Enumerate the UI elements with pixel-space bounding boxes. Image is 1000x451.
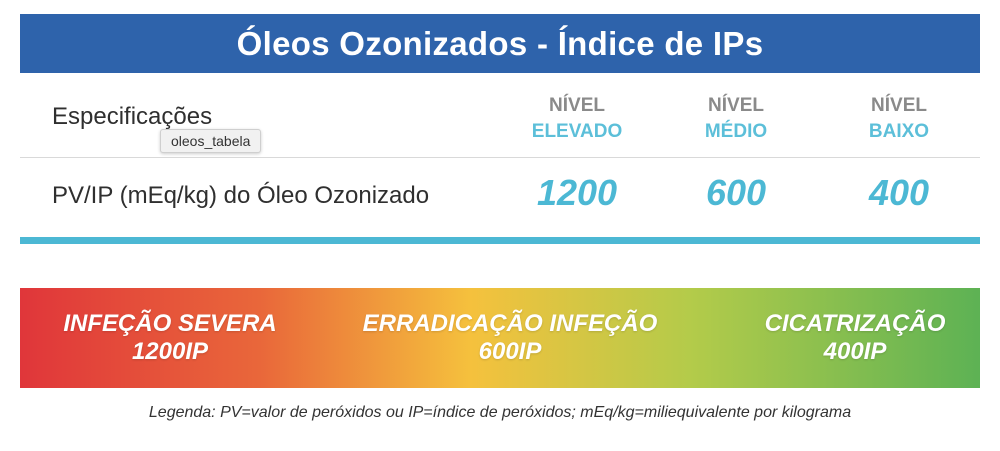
level-baixo-header: NÍVEL BAIXO bbox=[824, 93, 974, 145]
image-tooltip: oleos_tabela bbox=[160, 129, 262, 153]
zone-severe: INFEÇÃO SEVERA 1200IP bbox=[30, 310, 310, 366]
level-bottom-label: MÉDIO bbox=[704, 121, 768, 142]
legend-caption: Legenda: PV=valor de peróxidos ou IP=índ… bbox=[148, 404, 852, 421]
value-baixo: 400 bbox=[868, 172, 930, 213]
page-title: Óleos Ozonizados - Índice de IPs bbox=[20, 14, 980, 73]
row-label: PV/IP (mEq/kg) do Óleo Ozonizado bbox=[52, 182, 430, 209]
zone-value: 600IP bbox=[478, 338, 542, 365]
zone-title: INFEÇÃO SEVERA bbox=[63, 310, 277, 337]
level-medio-header: NÍVEL MÉDIO bbox=[661, 93, 811, 145]
zone-value: 400IP bbox=[823, 338, 887, 365]
level-bottom-label: ELEVADO bbox=[531, 121, 623, 142]
severity-scale: INFEÇÃO SEVERA 1200IP ERRADICAÇÃO INFEÇÃ… bbox=[20, 288, 980, 388]
row-divider bbox=[20, 157, 980, 158]
value-medio: 600 bbox=[705, 172, 767, 213]
zone-title: CICATRIZAÇÃO bbox=[764, 310, 946, 337]
level-top-label: NÍVEL bbox=[549, 95, 605, 116]
spec-label: Especificações bbox=[52, 103, 213, 130]
zone-erradication: ERRADICAÇÃO INFEÇÃO 600IP bbox=[340, 310, 680, 366]
table-row: PV/IP (mEq/kg) do Óleo Ozonizado 1200 60… bbox=[20, 158, 980, 236]
zone-title: ERRADICAÇÃO INFEÇÃO bbox=[362, 310, 658, 337]
level-top-label: NÍVEL bbox=[871, 95, 927, 116]
level-top-label: NÍVEL bbox=[708, 95, 764, 116]
value-elevado: 1200 bbox=[536, 172, 618, 213]
level-bottom-label: BAIXO bbox=[868, 121, 930, 142]
zone-value: 1200IP bbox=[131, 338, 209, 365]
level-elevado-header: NÍVEL ELEVADO bbox=[502, 93, 652, 145]
zone-healing: CICATRIZAÇÃO 400IP bbox=[740, 310, 970, 366]
table-header-row: Especificações oleos_tabela NÍVEL ELEVAD… bbox=[20, 73, 980, 157]
accent-bar bbox=[20, 237, 980, 244]
